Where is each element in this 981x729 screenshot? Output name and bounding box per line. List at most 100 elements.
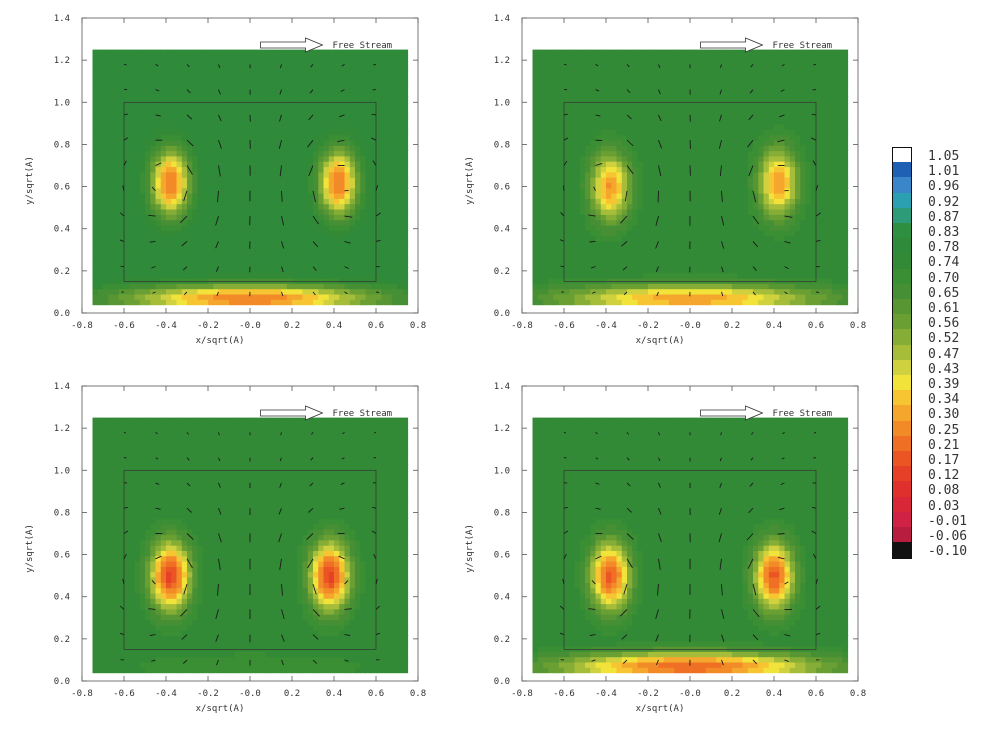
heatmap-cell bbox=[307, 161, 314, 168]
heatmap-cell bbox=[134, 214, 141, 221]
heatmap-cell bbox=[229, 283, 235, 290]
heatmap-cell bbox=[558, 155, 565, 162]
heatmap-cell bbox=[213, 251, 220, 258]
heatmap-cell bbox=[658, 134, 665, 141]
heatmap-cell bbox=[532, 97, 539, 104]
heatmap-cell bbox=[286, 246, 293, 252]
heatmap-cell bbox=[648, 97, 654, 104]
heatmap-cell bbox=[187, 81, 193, 88]
heatmap-cell bbox=[695, 262, 702, 268]
heatmap-cell bbox=[600, 134, 607, 141]
heatmap-cell bbox=[684, 166, 691, 173]
heatmap-cell bbox=[391, 262, 398, 268]
heatmap-cell bbox=[658, 219, 665, 226]
heatmap-cell bbox=[197, 246, 204, 252]
heatmap-cell bbox=[679, 49, 686, 56]
heatmap-cell bbox=[181, 166, 188, 173]
heatmap-cell bbox=[150, 171, 157, 178]
heatmap-cell bbox=[339, 171, 346, 178]
heatmap-cell bbox=[292, 60, 298, 67]
heatmap-cell bbox=[711, 102, 717, 109]
heatmap-cell bbox=[139, 177, 146, 183]
heatmap-cell bbox=[103, 235, 109, 242]
heatmap-cell bbox=[553, 187, 560, 194]
heatmap-cell bbox=[548, 155, 555, 162]
heatmap-cell bbox=[145, 76, 151, 83]
heatmap-cell bbox=[328, 246, 335, 252]
heatmap-cell bbox=[732, 182, 738, 189]
heatmap-cell bbox=[150, 235, 157, 242]
heatmap-cell bbox=[621, 54, 628, 61]
heatmap-cell bbox=[742, 235, 749, 242]
heatmap-cell bbox=[234, 54, 241, 61]
heatmap-cell bbox=[616, 246, 623, 252]
heatmap-cell bbox=[313, 187, 319, 194]
heatmap-cell bbox=[600, 235, 607, 242]
heatmap-cell bbox=[129, 272, 136, 279]
heatmap-cell bbox=[213, 267, 220, 274]
heatmap-cell bbox=[323, 209, 330, 215]
heatmap-cell bbox=[642, 108, 649, 114]
heatmap-cell bbox=[166, 81, 172, 88]
heatmap-cell bbox=[166, 86, 172, 93]
heatmap-cell bbox=[234, 171, 241, 178]
heatmap-cell bbox=[548, 246, 555, 252]
heatmap-cell bbox=[166, 113, 172, 120]
heatmap-cell bbox=[637, 76, 644, 83]
heatmap-cell bbox=[286, 54, 293, 61]
heatmap-cell bbox=[265, 230, 272, 237]
heatmap-cell bbox=[632, 54, 639, 61]
heatmap-cell bbox=[737, 288, 744, 295]
heatmap-cell bbox=[621, 267, 628, 274]
heatmap-cell bbox=[260, 214, 267, 221]
heatmap-cell bbox=[632, 171, 639, 178]
heatmap-cell bbox=[579, 193, 586, 199]
heatmap-cell bbox=[344, 139, 351, 146]
heatmap-cell bbox=[244, 49, 251, 56]
heatmap-cell bbox=[281, 235, 288, 242]
heatmap-cell bbox=[569, 272, 576, 279]
heatmap-cell bbox=[674, 262, 681, 268]
heatmap-cell bbox=[134, 299, 141, 306]
heatmap-cell bbox=[627, 81, 633, 88]
heatmap-cell bbox=[145, 288, 151, 295]
heatmap-cell bbox=[286, 49, 293, 56]
heatmap-cell bbox=[637, 240, 644, 247]
heatmap-cell bbox=[176, 113, 183, 120]
heatmap-cell bbox=[732, 299, 738, 306]
heatmap-cell bbox=[365, 224, 372, 231]
heatmap-cell bbox=[197, 97, 204, 104]
heatmap-cell bbox=[134, 118, 141, 125]
heatmap-cell bbox=[642, 134, 649, 141]
heatmap-cell bbox=[674, 54, 681, 61]
heatmap-cell bbox=[663, 177, 670, 183]
heatmap-cell bbox=[145, 299, 151, 306]
heatmap-cell bbox=[234, 182, 241, 189]
heatmap-cell bbox=[349, 97, 356, 104]
heatmap-cell bbox=[213, 49, 220, 56]
heatmap-cell bbox=[402, 118, 409, 125]
heatmap-cell bbox=[595, 150, 602, 157]
heatmap-cell bbox=[187, 76, 193, 83]
heatmap-cell bbox=[674, 293, 681, 300]
heatmap-cell bbox=[323, 150, 330, 157]
heatmap-cell bbox=[574, 134, 581, 141]
heatmap-cell bbox=[265, 203, 272, 210]
heatmap-cell bbox=[97, 118, 104, 125]
heatmap-cell bbox=[355, 139, 361, 146]
heatmap-cell bbox=[663, 288, 670, 295]
heatmap-cell bbox=[118, 76, 125, 83]
heatmap-cell bbox=[648, 187, 654, 194]
heatmap-cell bbox=[171, 108, 178, 114]
heatmap-cell bbox=[632, 124, 639, 130]
heatmap-cell bbox=[590, 70, 597, 77]
heatmap-cell bbox=[318, 70, 325, 77]
heatmap-cell bbox=[386, 124, 393, 130]
heatmap-cell bbox=[155, 150, 162, 157]
heatmap-cell bbox=[202, 209, 209, 215]
heatmap-cell bbox=[642, 150, 649, 157]
heatmap-cell bbox=[166, 139, 172, 146]
heatmap-cell bbox=[255, 113, 262, 120]
heatmap-cell bbox=[292, 139, 298, 146]
heatmap-cell bbox=[286, 193, 293, 199]
